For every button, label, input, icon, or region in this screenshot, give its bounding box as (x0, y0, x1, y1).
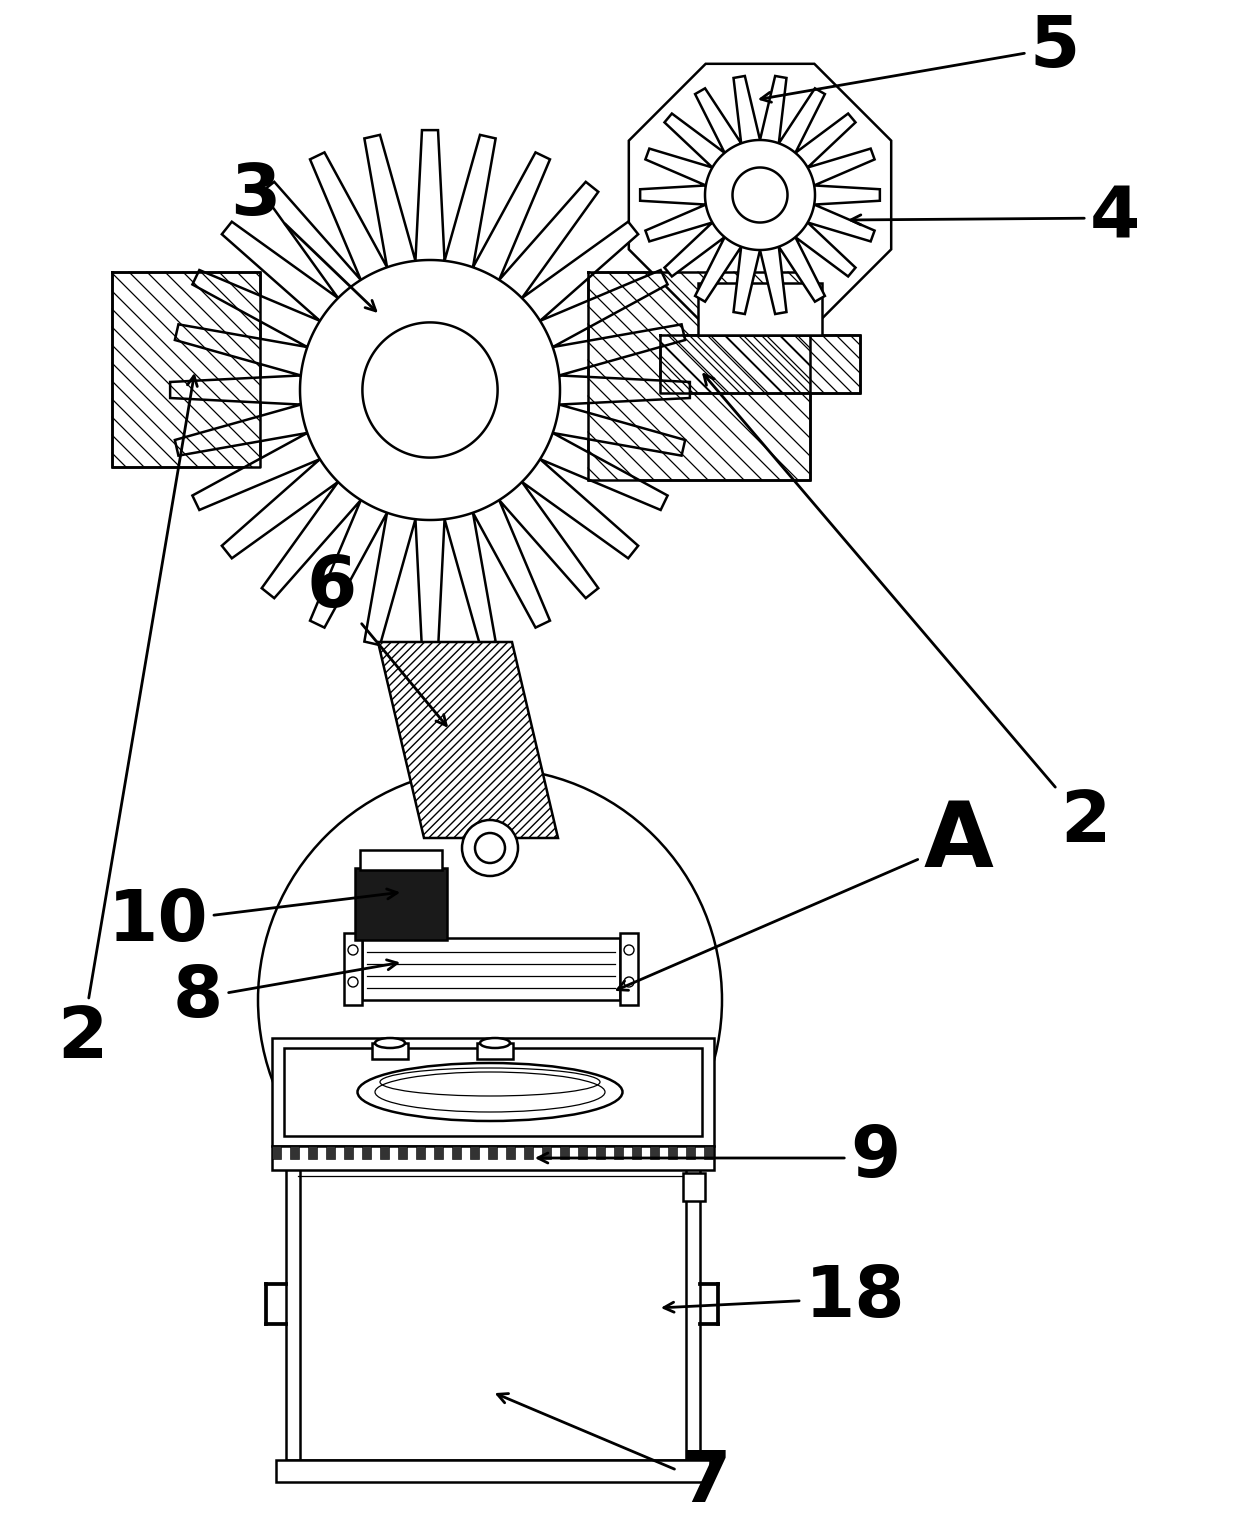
Bar (290, 1147, 299, 1159)
Bar (360, 850, 441, 870)
Text: 2: 2 (704, 375, 1110, 856)
Bar (632, 1147, 641, 1159)
Text: 2: 2 (57, 375, 197, 1073)
Ellipse shape (357, 1063, 622, 1121)
Bar (355, 868, 446, 940)
Circle shape (348, 977, 358, 987)
Bar (379, 1147, 389, 1159)
Polygon shape (300, 260, 560, 521)
Bar (326, 1147, 335, 1159)
Bar (277, 1461, 711, 1482)
Bar (596, 1147, 605, 1159)
Bar (398, 1147, 407, 1159)
Bar (668, 1147, 677, 1159)
Bar (489, 1147, 497, 1159)
Bar (477, 1043, 513, 1059)
Bar (614, 1147, 622, 1159)
Polygon shape (362, 323, 497, 458)
Ellipse shape (374, 1038, 405, 1049)
Polygon shape (640, 77, 880, 314)
Bar (686, 1148, 701, 1461)
Bar (453, 1147, 461, 1159)
Bar (698, 283, 822, 335)
Polygon shape (733, 167, 787, 222)
Text: 5: 5 (761, 14, 1080, 103)
Ellipse shape (480, 1038, 510, 1049)
Bar (415, 1147, 425, 1159)
Text: 6: 6 (306, 554, 446, 726)
Bar (686, 1147, 694, 1159)
Circle shape (348, 945, 358, 955)
Text: 4: 4 (851, 184, 1141, 253)
Bar (272, 1147, 714, 1170)
Bar (343, 1147, 353, 1159)
Text: 8: 8 (172, 960, 397, 1032)
Circle shape (624, 945, 634, 955)
Bar (560, 1147, 569, 1159)
Text: A: A (618, 798, 993, 991)
Polygon shape (629, 64, 892, 326)
Circle shape (475, 833, 505, 863)
Bar (272, 1147, 281, 1159)
Circle shape (258, 769, 722, 1232)
Text: 10: 10 (108, 888, 397, 957)
Bar (372, 1043, 408, 1059)
Bar (308, 1147, 317, 1159)
Bar (683, 1173, 706, 1200)
Bar (506, 1147, 515, 1159)
Polygon shape (170, 130, 689, 649)
Bar (362, 939, 620, 1000)
Text: 9: 9 (538, 1124, 900, 1193)
Polygon shape (378, 641, 558, 837)
Bar (286, 1148, 300, 1461)
Bar (112, 273, 260, 467)
Bar (284, 1049, 702, 1136)
Bar (704, 1147, 713, 1159)
Bar (620, 932, 639, 1004)
Bar (434, 1147, 443, 1159)
Circle shape (463, 821, 518, 876)
Bar (660, 335, 861, 393)
Circle shape (624, 977, 634, 987)
Bar (343, 932, 362, 1004)
Polygon shape (706, 139, 815, 250)
Bar (650, 1147, 658, 1159)
Bar (525, 1147, 533, 1159)
Bar (542, 1147, 551, 1159)
Text: 7: 7 (497, 1393, 730, 1517)
Bar (272, 1038, 714, 1147)
Text: 18: 18 (663, 1263, 905, 1332)
Bar (588, 273, 810, 481)
Bar (578, 1147, 587, 1159)
Bar (470, 1147, 479, 1159)
Bar (362, 1147, 371, 1159)
Text: 3: 3 (229, 161, 376, 311)
Bar (298, 1148, 688, 1461)
